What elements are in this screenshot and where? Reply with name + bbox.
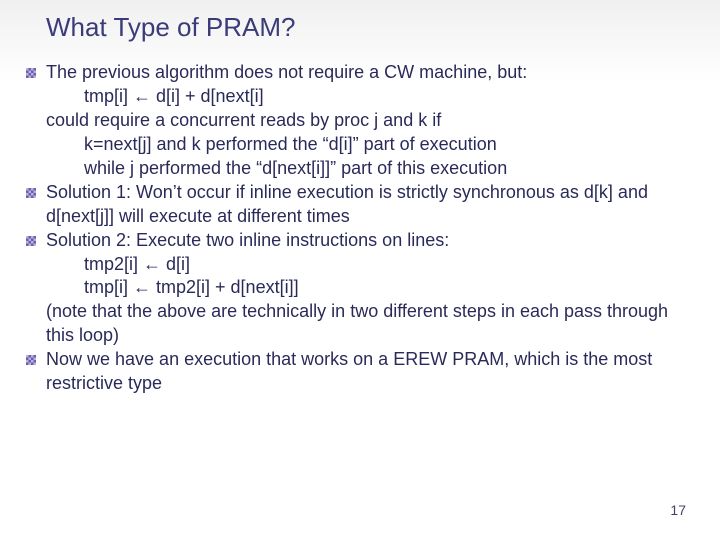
body-line: while j performed the “d[next[i]]” part … xyxy=(84,157,700,181)
diamond-bullet-icon xyxy=(26,236,36,246)
body-line: (note that the above are technically in … xyxy=(46,300,700,348)
code-line: tmp2[i] ← d[i] xyxy=(84,253,700,277)
bullet-text: Now we have an execution that works on a… xyxy=(46,348,700,396)
diamond-bullet-icon xyxy=(26,68,36,78)
code-line: tmp[i] ← tmp2[i] + d[next[i]] xyxy=(84,276,700,300)
note-line: (note that the above are technically in … xyxy=(46,300,700,348)
body-line: could require a concurrent reads by proc… xyxy=(46,109,700,133)
slide-container: What Type of PRAM? The previous algorith… xyxy=(0,0,720,540)
code-line: tmp[i] ← d[i] + d[next[i] xyxy=(84,85,700,109)
bullet-item-3: Solution 2: Execute two inline instructi… xyxy=(26,229,700,253)
bullet-text: The previous algorithm does not require … xyxy=(46,61,700,85)
diamond-bullet-icon xyxy=(26,188,36,198)
page-number: 17 xyxy=(670,502,686,518)
bullet-text: Solution 2: Execute two inline instructi… xyxy=(46,229,700,253)
bullet-item-2: Solution 1: Won’t occur if inline execut… xyxy=(26,181,700,229)
bullet-item-1: The previous algorithm does not require … xyxy=(26,61,700,85)
diamond-bullet-icon xyxy=(26,355,36,365)
body-line: k=next[j] and k performed the “d[i]” par… xyxy=(84,133,700,157)
slide-title: What Type of PRAM? xyxy=(46,12,700,43)
bullet-item-4: Now we have an execution that works on a… xyxy=(26,348,700,396)
slide-body: The previous algorithm does not require … xyxy=(26,61,700,396)
bullet-text: Solution 1: Won’t occur if inline execut… xyxy=(46,181,700,229)
